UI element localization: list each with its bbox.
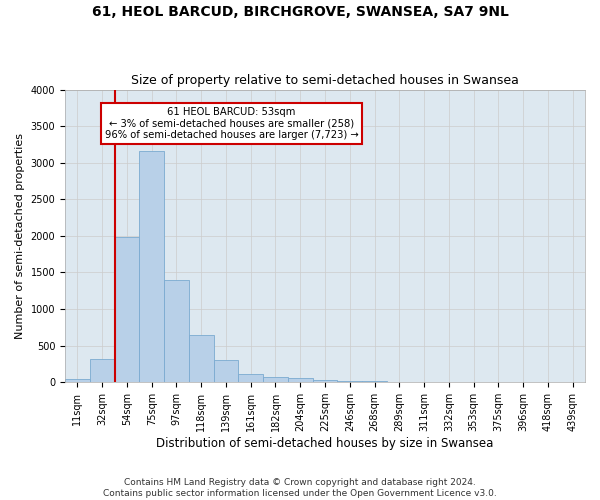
Text: 61, HEOL BARCUD, BIRCHGROVE, SWANSEA, SA7 9NL: 61, HEOL BARCUD, BIRCHGROVE, SWANSEA, SA… xyxy=(92,5,508,19)
Bar xyxy=(337,381,362,382)
Text: 61 HEOL BARCUD: 53sqm
← 3% of semi-detached houses are smaller (258)
96% of semi: 61 HEOL BARCUD: 53sqm ← 3% of semi-detac… xyxy=(104,107,358,140)
Bar xyxy=(313,380,337,382)
Bar xyxy=(115,238,139,382)
Bar xyxy=(139,151,164,382)
Bar xyxy=(189,336,214,382)
Bar xyxy=(214,360,238,382)
Bar xyxy=(65,378,90,382)
Y-axis label: Number of semi-detached properties: Number of semi-detached properties xyxy=(15,133,25,339)
Bar xyxy=(263,378,288,382)
Bar xyxy=(164,280,189,382)
Bar xyxy=(238,374,263,382)
Title: Size of property relative to semi-detached houses in Swansea: Size of property relative to semi-detach… xyxy=(131,74,519,87)
Bar xyxy=(90,359,115,382)
Bar xyxy=(288,378,313,382)
X-axis label: Distribution of semi-detached houses by size in Swansea: Distribution of semi-detached houses by … xyxy=(157,437,494,450)
Text: Contains HM Land Registry data © Crown copyright and database right 2024.
Contai: Contains HM Land Registry data © Crown c… xyxy=(103,478,497,498)
